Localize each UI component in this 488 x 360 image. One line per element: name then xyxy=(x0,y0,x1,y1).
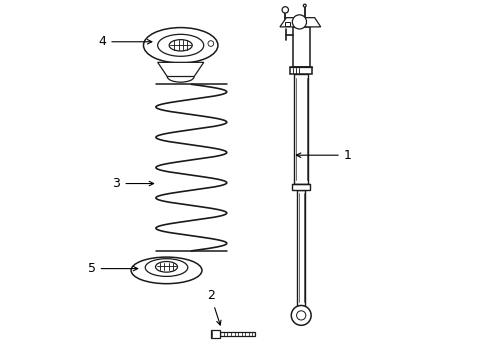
Bar xyxy=(297,190,305,306)
Bar xyxy=(210,330,219,338)
Ellipse shape xyxy=(143,28,218,63)
Bar xyxy=(293,75,307,184)
Bar xyxy=(219,332,255,337)
Polygon shape xyxy=(157,62,203,77)
Ellipse shape xyxy=(145,259,187,276)
Polygon shape xyxy=(279,18,320,27)
Ellipse shape xyxy=(131,257,202,284)
Circle shape xyxy=(282,7,288,13)
Text: 2: 2 xyxy=(206,289,221,325)
Ellipse shape xyxy=(169,40,192,51)
Circle shape xyxy=(303,4,305,7)
Bar xyxy=(292,184,309,190)
Bar xyxy=(292,27,309,67)
Circle shape xyxy=(292,15,306,29)
Circle shape xyxy=(291,306,310,325)
Circle shape xyxy=(296,311,305,320)
Circle shape xyxy=(207,41,213,46)
Bar xyxy=(285,22,290,26)
Text: 3: 3 xyxy=(112,177,153,190)
Text: 4: 4 xyxy=(98,35,152,48)
Ellipse shape xyxy=(157,34,203,56)
Ellipse shape xyxy=(155,261,177,272)
Text: 1: 1 xyxy=(296,149,351,162)
Text: 5: 5 xyxy=(87,262,138,275)
Bar xyxy=(290,67,311,75)
